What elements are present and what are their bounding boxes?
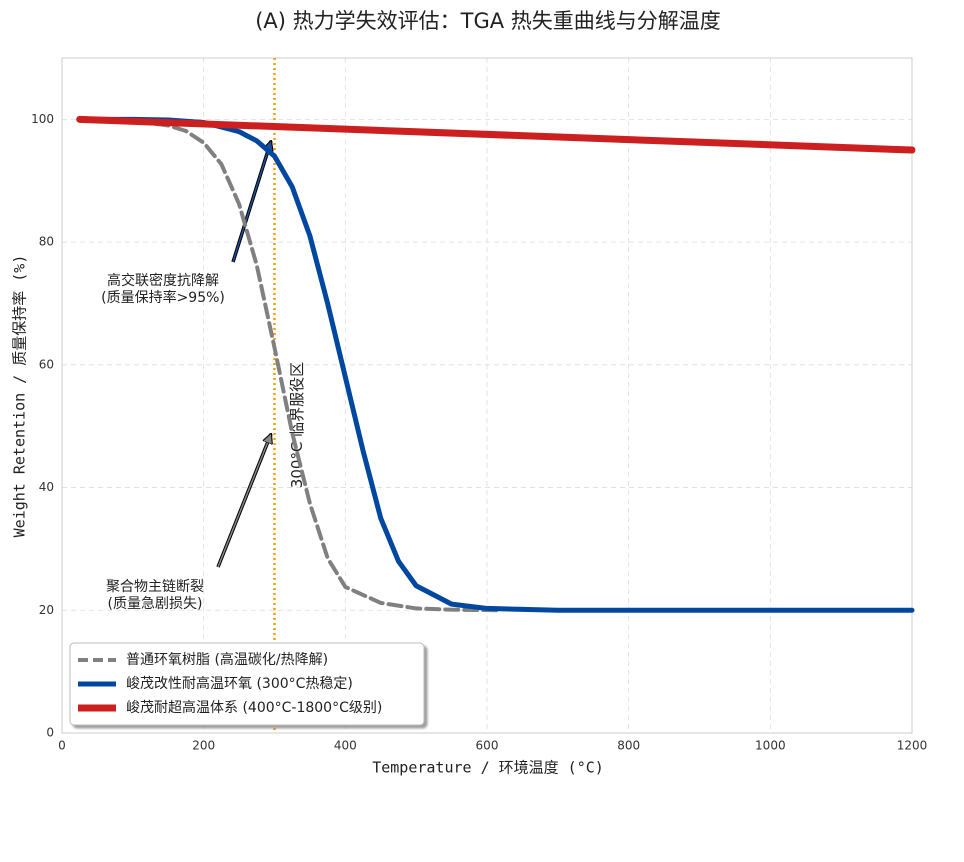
legend-box <box>69 642 425 726</box>
y-tick-label: 60 <box>39 357 54 371</box>
annotation: 聚合物主链断裂 <box>106 579 204 595</box>
annotation: (质量保持率>95%) <box>101 289 225 306</box>
x-tick-label: 600 <box>476 739 499 753</box>
x-tick-label: 1000 <box>755 739 786 753</box>
x-tick-label: 200 <box>192 739 215 753</box>
y-tick-label: 40 <box>39 480 54 494</box>
plot-frame <box>61 57 913 734</box>
y-tick-label: 0 <box>46 726 54 740</box>
legend-label: 峻茂耐超高温体系 (400°C-1800°C级别) <box>126 699 382 716</box>
chart-title: (A) 热力学失效评估：TGA 热失重曲线与分解温度 <box>255 9 721 33</box>
x-tick-label: 800 <box>617 739 640 753</box>
series-line <box>76 115 916 154</box>
x-tick-label: 1200 <box>897 739 928 753</box>
y-tick-label: 100 <box>31 112 54 126</box>
y-axis-label: Weight Retention / 质量保持率 (%) <box>11 255 29 538</box>
legend: 普通环氧树脂 (高温碳化/热降解) 峻茂改性耐高温环氧 (300°C热稳定) 峻茂耐… <box>69 642 425 726</box>
x-tick-label: 0 <box>58 739 66 753</box>
annotation-arrow <box>232 141 271 263</box>
y-tick-label: 80 <box>39 235 54 249</box>
x-axis-label: Temperature / 环境温度 (°C) <box>372 759 604 777</box>
plot-layer <box>61 57 913 734</box>
reference-label: 300°C 临界服役区 <box>288 362 306 488</box>
annotation-arrow <box>217 434 271 568</box>
annotation: (质量急剧损失) <box>108 596 203 612</box>
legend-label: 普通环氧树脂 (高温碳化/热降解) <box>126 651 328 668</box>
annotation: 高交联密度抗降解 <box>107 272 219 289</box>
series-line <box>77 117 504 613</box>
y-tick-label: 20 <box>39 603 54 617</box>
legend-label: 峻茂改性耐高温环氧 (300°C热稳定) <box>126 675 353 692</box>
x-tick-label: 400 <box>334 739 357 753</box>
